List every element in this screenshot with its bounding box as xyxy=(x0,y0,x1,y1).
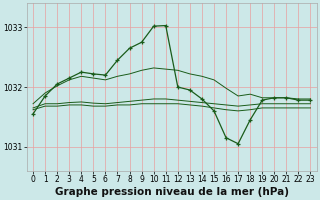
X-axis label: Graphe pression niveau de la mer (hPa): Graphe pression niveau de la mer (hPa) xyxy=(55,187,289,197)
